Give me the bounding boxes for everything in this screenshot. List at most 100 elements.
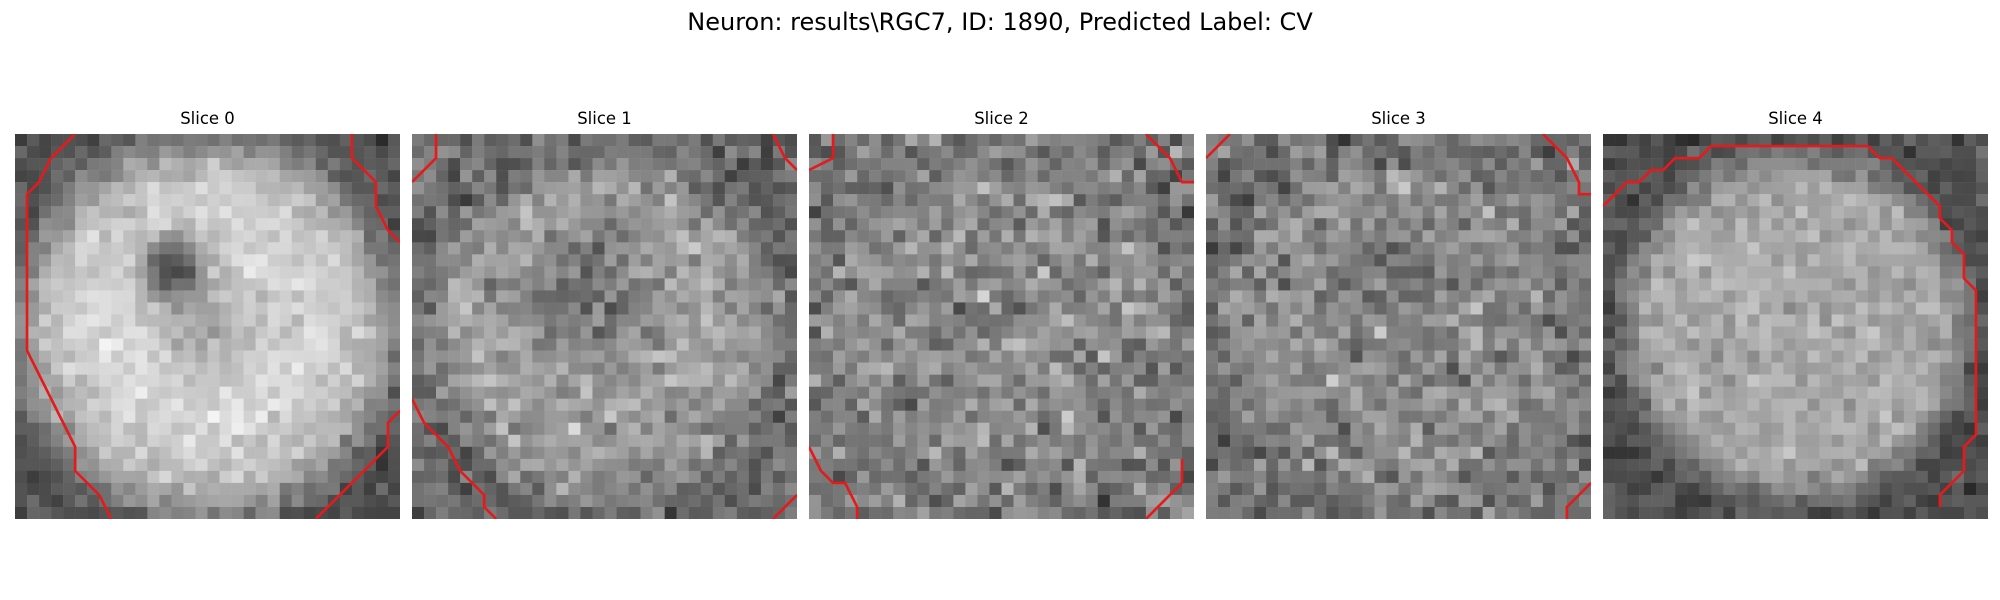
pixel <box>111 230 124 243</box>
pixel <box>1651 386 1664 399</box>
pixel <box>1133 314 1147 327</box>
pixel <box>1963 326 1977 339</box>
pixel <box>604 242 617 255</box>
pixel <box>412 302 425 315</box>
pixel <box>881 398 894 411</box>
pixel <box>1121 386 1135 399</box>
pixel <box>869 182 882 195</box>
pixel <box>484 386 497 399</box>
pixel <box>1542 410 1556 423</box>
pixel <box>821 278 834 291</box>
pixel <box>1362 170 1375 183</box>
pixel <box>580 446 593 460</box>
pixel <box>1603 374 1616 387</box>
pixel <box>39 434 52 448</box>
pixel <box>1133 386 1147 399</box>
pixel <box>1266 446 1279 460</box>
pixel <box>291 266 304 279</box>
pixel <box>496 266 509 279</box>
pixel <box>544 230 557 243</box>
pixel <box>1939 266 1953 279</box>
pixel <box>1218 398 1231 411</box>
pixel <box>1639 458 1652 472</box>
pixel <box>1037 446 1050 460</box>
pixel <box>1723 338 1736 351</box>
pixel <box>111 386 124 399</box>
pixel <box>412 314 425 327</box>
pixel <box>99 206 112 219</box>
pixel <box>1711 326 1724 339</box>
pixel <box>905 434 918 448</box>
pixel <box>917 134 930 147</box>
pixel <box>1374 446 1387 460</box>
pixel <box>1843 446 1856 460</box>
pixel <box>1266 146 1279 159</box>
pixel <box>1218 242 1231 255</box>
pixel <box>881 302 894 315</box>
pixel <box>1795 182 1808 195</box>
pixel <box>1699 290 1712 303</box>
pixel <box>315 146 329 159</box>
pixel <box>448 158 461 171</box>
pixel <box>1627 458 1640 472</box>
pixel <box>688 398 701 411</box>
pixel <box>1157 242 1171 255</box>
pixel <box>496 374 509 387</box>
pixel <box>676 482 689 496</box>
pixel <box>893 266 906 279</box>
pixel <box>460 494 473 508</box>
pixel <box>123 362 136 375</box>
pixel <box>207 182 220 195</box>
pixel <box>833 206 846 219</box>
pixel <box>881 278 894 291</box>
pixel <box>1735 434 1748 448</box>
pixel <box>652 350 665 363</box>
pixel <box>243 422 256 436</box>
pixel <box>580 302 593 315</box>
pixel <box>219 242 232 255</box>
pixel <box>953 338 966 351</box>
pixel <box>1386 314 1399 327</box>
pixel <box>736 146 750 159</box>
pixel <box>327 434 341 448</box>
pixel <box>159 314 172 327</box>
pixel <box>219 362 232 375</box>
pixel <box>1302 278 1315 291</box>
pixel <box>1783 254 1796 267</box>
pixel <box>1807 182 1820 195</box>
pixel <box>1651 146 1664 159</box>
pixel <box>1470 326 1483 339</box>
pixel <box>219 290 232 303</box>
pixel <box>568 158 581 171</box>
pixel <box>207 386 220 399</box>
pixel <box>833 134 846 147</box>
pixel <box>111 158 124 171</box>
pixel <box>532 230 545 243</box>
pixel <box>1230 230 1243 243</box>
pixel <box>676 218 689 231</box>
pixel <box>1807 302 1820 315</box>
pixel <box>857 506 870 519</box>
pixel <box>1951 338 1965 351</box>
pixel <box>27 278 40 291</box>
pixel <box>315 158 329 171</box>
pixel <box>1025 470 1038 484</box>
pixel <box>1939 158 1953 171</box>
pixel <box>39 326 52 339</box>
pixel <box>51 314 64 327</box>
pixel <box>845 242 858 255</box>
pixel <box>784 410 797 423</box>
pixel <box>1735 230 1748 243</box>
pixel <box>1506 350 1520 363</box>
pixel <box>183 386 196 399</box>
pixel <box>1470 422 1483 436</box>
pixel <box>869 218 882 231</box>
pixel <box>1542 386 1556 399</box>
pixel <box>1157 338 1171 351</box>
pixel <box>87 254 100 267</box>
pixel <box>1013 434 1026 448</box>
pixel <box>1374 326 1387 339</box>
pixel <box>496 206 509 219</box>
pixel <box>640 218 653 231</box>
pixel <box>1651 410 1664 423</box>
